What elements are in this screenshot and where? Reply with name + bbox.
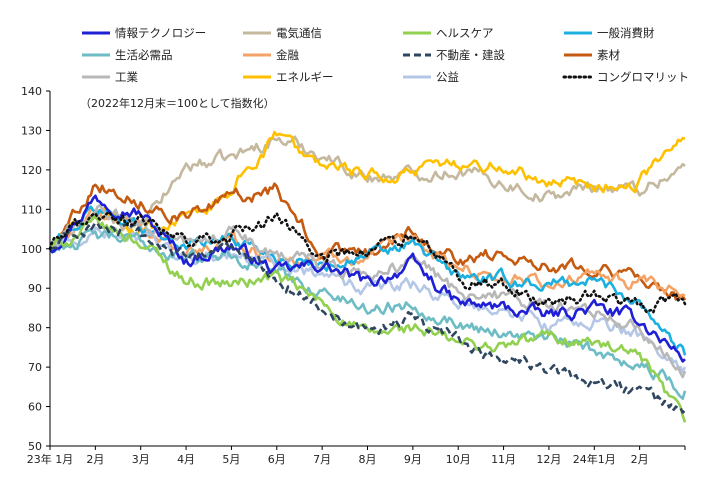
legend-label: ヘルスケア [436, 26, 494, 40]
index-note: （2022年12月末＝100として指数化） [80, 96, 275, 110]
y-tick-label: 70 [28, 361, 42, 374]
x-tick-label: 6月 [268, 453, 286, 466]
y-tick-label: 120 [21, 164, 42, 177]
x-tick-label: 2月 [631, 453, 649, 466]
series-layer [48, 130, 687, 423]
y-ticks: 50 60 70 80 90 100 110 120 130 140 [21, 85, 50, 453]
x-tick-label: 23年 1月 [27, 452, 74, 466]
x-tick-label: 8月 [359, 453, 377, 466]
legend-label: 金融 [276, 48, 299, 62]
axes [49, 91, 685, 447]
x-tick-label: 24年1月 [573, 452, 616, 466]
x-tick-label: 3月 [132, 453, 150, 466]
series-line [48, 226, 687, 374]
y-tick-label: 130 [21, 124, 42, 137]
series-line [49, 228, 687, 400]
legend-label: 一般消費財 [597, 26, 655, 40]
x-ticks: 23年 1月 2月 3月 4月 5月 6月 7月 8月 9月 10月 11月 12月 24年1月 2月 [27, 446, 686, 466]
legend-label: エネルギー [276, 70, 334, 84]
y-tick-label: 100 [21, 243, 42, 256]
series-line [48, 135, 686, 250]
series-line [48, 215, 687, 423]
series-line [48, 194, 686, 363]
legend-label: 生活必需品 [115, 48, 173, 62]
legend-label: 工業 [115, 70, 138, 84]
x-tick-label: 2月 [86, 453, 104, 466]
x-tick-label: 4月 [177, 453, 195, 466]
y-tick-label: 60 [28, 401, 42, 414]
series-line [48, 210, 687, 314]
x-tick-label: 12月 [536, 453, 561, 466]
x-tick-label: 10月 [446, 453, 471, 466]
y-tick-label: 110 [21, 203, 42, 216]
legend-label: 素材 [597, 48, 620, 62]
x-tick-label: 9月 [404, 453, 422, 466]
legend-label: 不動産・建設 [436, 48, 505, 62]
y-tick-label: 90 [28, 282, 42, 295]
x-tick-label: 7月 [313, 453, 331, 466]
x-tick-label: 5月 [222, 453, 240, 466]
x-tick-label: 11月 [491, 453, 516, 466]
legend-label: コングロマリット [597, 70, 689, 84]
y-tick-label: 140 [21, 85, 42, 98]
legend-label: 公益 [436, 70, 459, 84]
y-tick-label: 50 [28, 440, 42, 453]
y-tick-label: 80 [28, 322, 42, 335]
legend-label: 電気通信 [276, 26, 322, 40]
legend-label: 情報テクノロジー [115, 26, 206, 40]
